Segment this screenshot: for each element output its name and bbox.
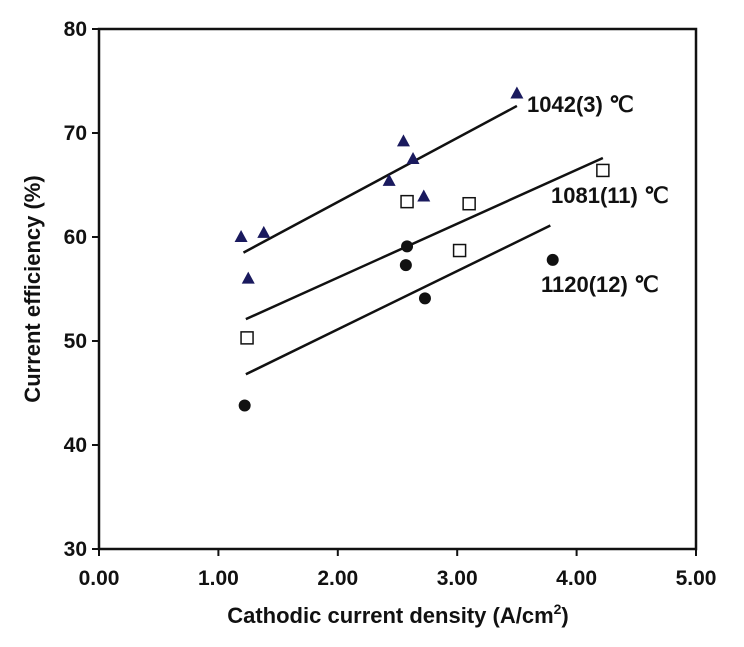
data-point-triangle bbox=[241, 271, 255, 284]
data-point-triangle bbox=[396, 134, 410, 147]
data-point-triangle bbox=[257, 225, 271, 238]
data-point-triangle bbox=[510, 86, 524, 99]
y-tick-label: 80 bbox=[64, 18, 87, 41]
plot-frame bbox=[97, 27, 698, 551]
x-axis-title: Cathodic current density (A/cm2) bbox=[227, 601, 569, 628]
x-tick-label: 1.00 bbox=[198, 567, 239, 590]
x-tick-label: 0.00 bbox=[79, 567, 120, 590]
data-point-triangle bbox=[417, 189, 431, 202]
data-point-circle bbox=[418, 292, 431, 305]
y-tick-label: 60 bbox=[64, 226, 87, 249]
data-point-circle bbox=[401, 240, 414, 253]
series-labels: 1042(3) ℃ 1081(11) ℃ 1120(12) ℃ bbox=[527, 92, 669, 297]
x-tick-label: 2.00 bbox=[317, 567, 358, 590]
data-points bbox=[234, 86, 610, 412]
data-point-square bbox=[400, 194, 414, 209]
data-point-square bbox=[452, 243, 467, 258]
y-tick-label: 70 bbox=[64, 122, 87, 145]
x-tick-label: 4.00 bbox=[556, 567, 597, 590]
data-point-triangle bbox=[234, 230, 248, 242]
axis-ticks: 0.00 1.00 2.00 3.00 4.00 5.00 30 40 50 60 70 80 bbox=[64, 18, 717, 590]
y-tick-label: 50 bbox=[64, 330, 87, 353]
x-tick-label: 5.00 bbox=[676, 567, 717, 590]
fit-lines bbox=[242, 104, 604, 376]
fit-line bbox=[242, 104, 518, 254]
fit-line bbox=[245, 156, 604, 321]
fit-line bbox=[245, 224, 551, 376]
data-point-triangle bbox=[406, 152, 420, 164]
data-point-circle bbox=[399, 259, 412, 272]
data-point-circle bbox=[546, 253, 559, 266]
y-tick-label: 30 bbox=[64, 538, 87, 561]
data-point-square bbox=[462, 196, 476, 211]
data-point-circle bbox=[238, 399, 251, 412]
series-label: 1081(11) ℃ bbox=[551, 183, 669, 208]
series-label: 1042(3) ℃ bbox=[527, 92, 634, 117]
y-tick-label: 40 bbox=[64, 434, 87, 457]
data-point-triangle bbox=[382, 173, 396, 186]
x-tick-label: 3.00 bbox=[437, 567, 478, 590]
data-point-square bbox=[240, 331, 254, 345]
series-label: 1120(12) ℃ bbox=[541, 272, 659, 297]
data-point-square bbox=[596, 163, 610, 178]
y-axis-title: Current efficiency (%) bbox=[20, 175, 45, 402]
